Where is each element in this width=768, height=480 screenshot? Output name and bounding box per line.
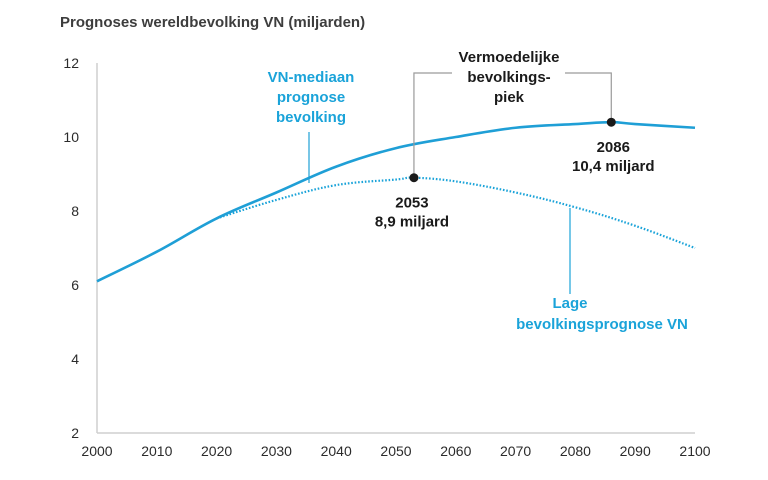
x-tick-label: 2000 [81, 443, 112, 459]
peak-bracket-left [413, 72, 452, 178]
y-tick-label: 12 [63, 55, 79, 71]
peak-bracket-right [565, 72, 612, 123]
peak-marker-low [409, 173, 419, 183]
peak-label: piek [494, 89, 525, 106]
x-tick-label: 2080 [560, 443, 591, 459]
peak-median-value: 10,4 miljard [572, 158, 655, 175]
axes: 2000 2010 2020 2030 2040 2050 2060 2070 2080 2090… [63, 55, 710, 459]
x-tick-label: 2010 [141, 443, 172, 459]
y-tick-label: 6 [71, 277, 79, 293]
y-tick-label: 8 [71, 203, 79, 219]
x-tick-label: 2060 [440, 443, 471, 459]
peak-label: bevolkings- [467, 69, 550, 86]
peak-median-year: 2086 [597, 139, 630, 156]
median-series-label: prognose [277, 89, 345, 106]
x-tick-label: 2030 [261, 443, 292, 459]
x-tick-label: 2100 [679, 443, 710, 459]
chart-title: Prognoses wereldbevolking VN (miljarden) [60, 14, 365, 31]
y-tick-label: 2 [71, 425, 79, 441]
x-tick-label: 2040 [321, 443, 352, 459]
low-series-label: Lage [552, 295, 587, 312]
median-series-label: VN-mediaan [268, 69, 355, 86]
peak-low-year: 2053 [395, 195, 428, 212]
y-tick-label: 10 [63, 129, 79, 145]
median-series-label: bevolking [276, 109, 346, 126]
peak-label: Vermoedelijke [459, 49, 560, 66]
y-tick-label: 4 [71, 351, 79, 367]
peak-low-value: 8,9 miljard [375, 214, 449, 231]
x-tick-label: 2050 [380, 443, 411, 459]
low-series-label: bevolkingsprognose VN [516, 316, 688, 333]
x-tick-label: 2020 [201, 443, 232, 459]
x-tick-label: 2090 [620, 443, 651, 459]
series-line-low [216, 176, 696, 250]
x-tick-label: 2070 [500, 443, 531, 459]
peak-marker-median [606, 117, 616, 127]
annotations: VN-mediaan prognose bevolking Lage bevolking… [268, 49, 688, 333]
